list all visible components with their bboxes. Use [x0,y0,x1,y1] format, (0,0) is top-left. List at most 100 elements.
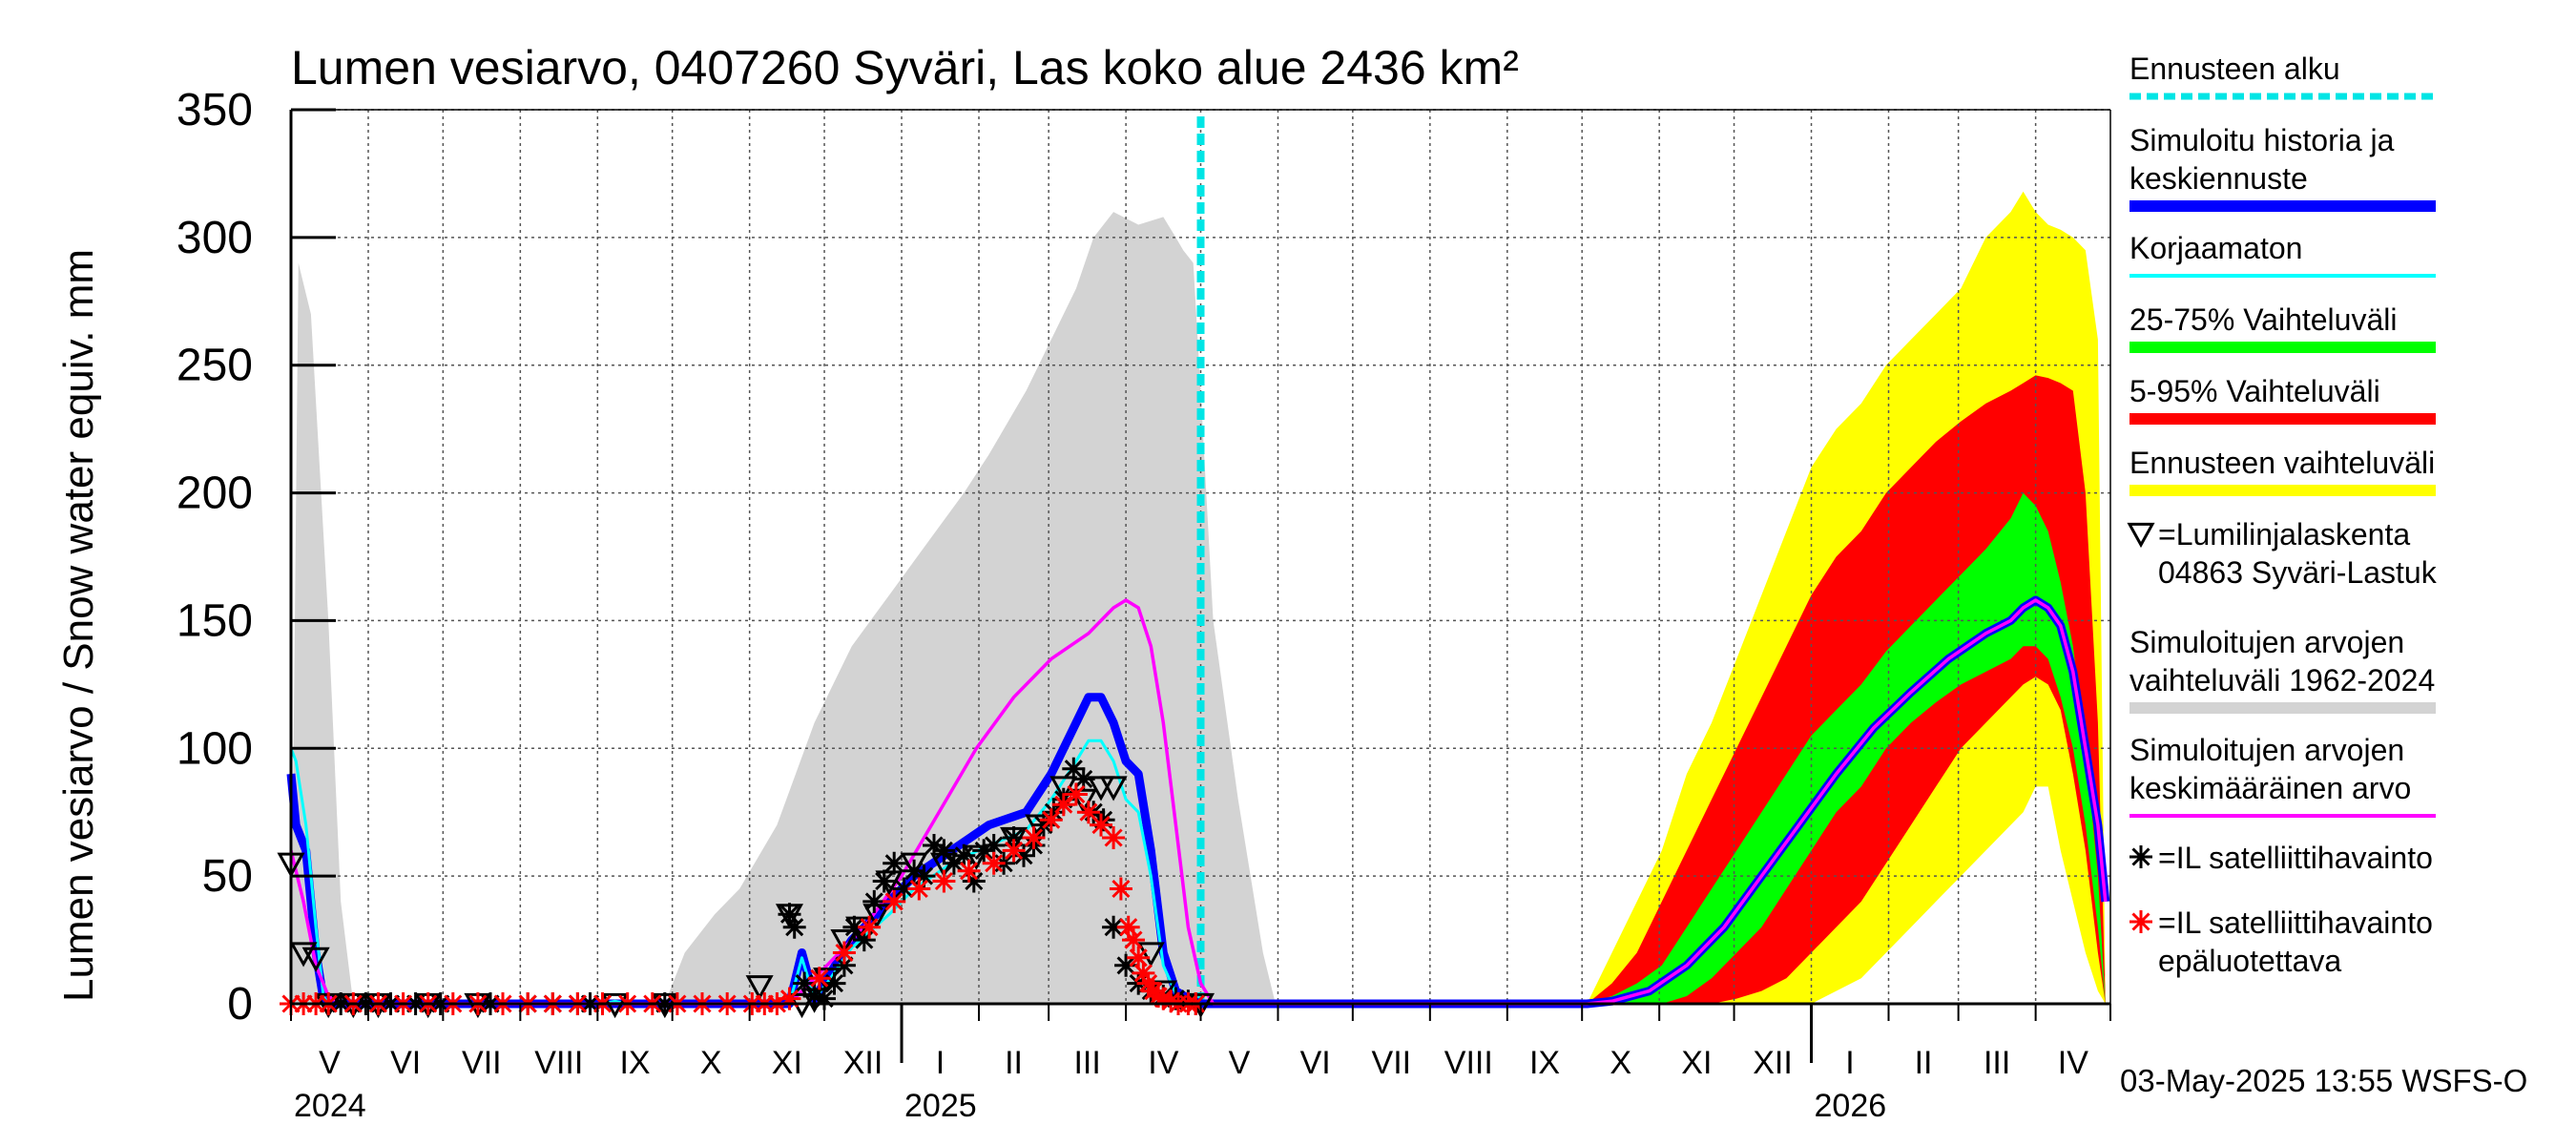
star-marker-9-24 [807,967,831,990]
x-month-label-10: III [1073,1045,1100,1081]
star-marker-8-15 [813,987,836,1010]
star-marker-8-23 [892,877,916,901]
star-marker-9-33 [1022,826,1046,849]
band-series-2 [1587,375,2106,1004]
triangle-marker-7-15 [830,928,859,955]
star-marker-9-45 [1136,971,1160,995]
x-month-label-16: IX [1529,1045,1560,1081]
star-marker-8-24 [903,859,926,883]
year-label-1: 2025 [904,1088,977,1124]
y-tick-label-0: 0 [227,979,253,1030]
star-marker-9-48 [1152,987,1175,1010]
star-marker-8-37 [1031,813,1055,837]
x-month-label-6: XI [772,1045,802,1081]
star-marker-9-28 [907,877,931,901]
legend-label2-1: keskiennuste [2129,161,2308,196]
legend-label-6: =Lumilinjalaskenta [2158,517,2410,552]
x-month-label-17: X [1610,1045,1631,1081]
triangle-marker-7-1 [289,942,318,968]
star-marker-8-29 [952,843,976,867]
legend-star-icon-10 [2129,910,2152,933]
star-marker-9-31 [982,851,1006,875]
star-marker-9-35 [1051,793,1075,817]
star-marker-9-39 [1102,826,1126,849]
star-marker-9-42 [1122,928,1145,952]
timestamp-footer: 03-May-2025 13:55 WSFS-O [2120,1063,2527,1098]
y-tick-label-3: 150 [177,595,253,646]
axes [289,108,2111,1063]
star-marker-8-21 [872,869,896,893]
legend-label2-6: 04863 Syväri-Lastuk [2158,555,2438,590]
star-marker-8-20 [862,889,886,913]
star-marker-8-19 [852,928,876,952]
legend-label-2: Korjaamaton [2129,231,2302,265]
star-marker-9-37 [1076,801,1100,824]
legend-label-7: Simuloitujen arvojen [2129,625,2404,659]
triangle-marker-7-28 [1136,942,1165,968]
star-marker-9-41 [1116,915,1140,939]
year-label-0: 2024 [294,1088,366,1124]
legend-label-4: 5-95% Vaihteluväli [2129,374,2380,408]
x-month-label-21: II [1915,1045,1933,1081]
y-tick-label-2: 100 [177,723,253,774]
legend-label-10: =IL satelliittihavainto [2158,906,2433,940]
star-marker-8-11 [778,903,801,926]
x-month-label-19: XII [1753,1045,1793,1081]
star-marker-8-35 [1012,843,1035,867]
x-month-label-8: I [936,1045,945,1081]
y-tick-label-1: 50 [202,851,253,902]
star-marker-8-38 [1042,801,1066,824]
star-marker-9-32 [1002,839,1026,863]
x-month-label-0: V [319,1045,341,1081]
star-marker-8-22 [883,851,906,875]
y-tick-label-7: 350 [177,85,253,135]
star-marker-8-17 [832,953,856,977]
legend-label-1: Simuloitu historia ja [2129,123,2395,157]
star-marker-8-13 [793,971,817,995]
y-tick-label-6: 300 [177,213,253,263]
star-marker-8-14 [802,985,826,1008]
x-month-label-23: IV [2058,1045,2088,1081]
chart-title: Lumen vesiarvo, 0407260 Syväri, Las koko… [291,41,1519,94]
legend: Ennusteen alku Simuloitu historia ja keski… [2127,52,2438,978]
star-marker-8-31 [972,839,996,863]
star-marker-8-41 [1071,767,1095,791]
triangle-marker-7-2 [301,947,330,972]
star-marker-9-36 [1064,782,1088,806]
x-month-label-7: XII [843,1045,883,1081]
x-month-label-18: XI [1681,1045,1712,1081]
x-month-label-13: VI [1300,1045,1331,1081]
band-series-0 [291,212,1276,1005]
legend-label-5: Ennusteen vaihteluväli [2129,446,2435,480]
star-marker-8-34 [1002,826,1026,849]
legend-label2-10: epäluotettava [2158,944,2341,978]
star-marker-9-23 [778,987,801,1010]
star-marker-8-27 [932,839,956,863]
star-marker-8-49 [1164,987,1188,1010]
star-marker-9-27 [883,889,906,913]
x-month-label-12: V [1229,1045,1251,1081]
star-marker-9-38 [1090,813,1112,837]
x-month-label-1: VI [390,1045,421,1081]
x-month-label-20: I [1845,1045,1854,1081]
star-marker-8-28 [942,851,966,875]
triangle-marker-7-10 [745,975,774,1001]
star-marker-8-32 [982,834,1006,857]
star-marker-9-34 [1039,808,1063,832]
star-marker-9-44 [1132,961,1155,985]
x-month-labels: V VI VII VIII IX X XI XII I II III IV V VI VII VIII IX X X… [319,1045,2088,1081]
x-month-label-2: VII [462,1045,502,1081]
star-marker-9-47 [1147,985,1171,1008]
legend-star-icon-9 [2129,845,2152,868]
x-year-labels: 2024 2025 2026 [294,1088,1886,1124]
year-label-2: 2026 [1815,1088,1887,1124]
star-marker-9-25 [832,941,856,965]
x-month-label-14: VII [1372,1045,1412,1081]
x-month-label-11: IV [1148,1045,1178,1081]
legend-label2-7: vaihteluväli 1962-2024 [2129,663,2435,697]
star-marker-9-49 [1159,989,1183,1013]
star-marker-9-40 [1109,877,1132,901]
x-month-label-9: II [1005,1045,1023,1081]
star-marker-9-29 [932,869,956,893]
